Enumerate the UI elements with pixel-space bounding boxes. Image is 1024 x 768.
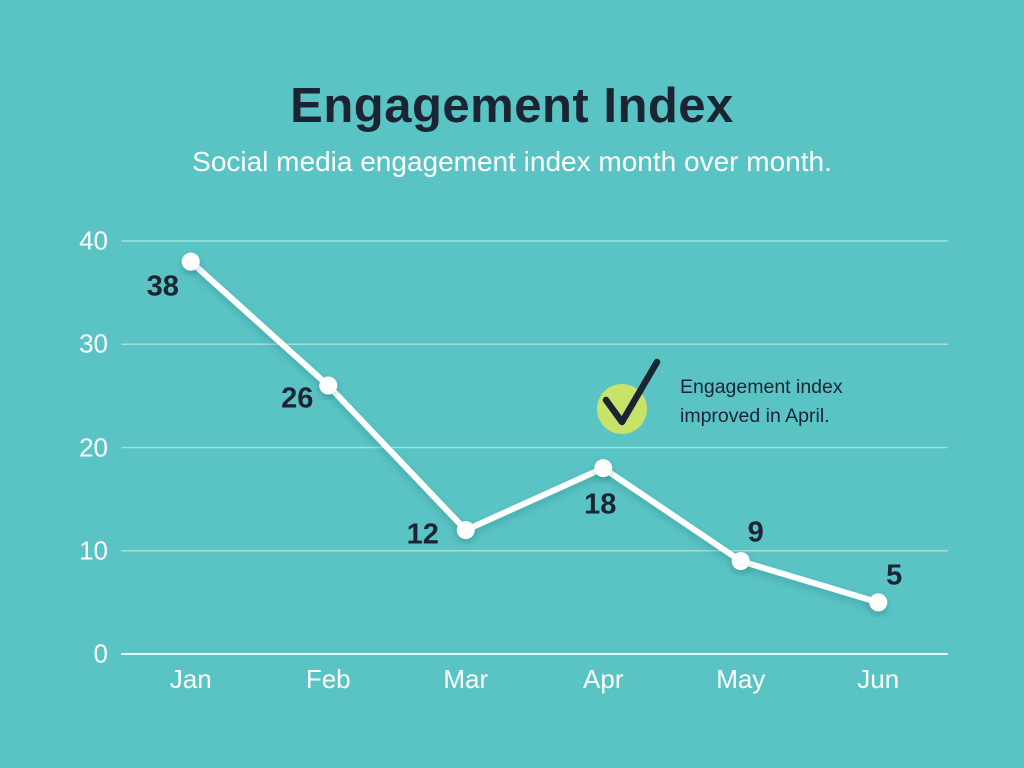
check-icon bbox=[602, 358, 661, 426]
annotation-text: Engagement index improved in April. bbox=[680, 373, 843, 430]
y-axis-tick-label: 10 bbox=[79, 535, 108, 566]
data-point-label: 38 bbox=[146, 270, 179, 303]
y-axis-tick-label: 40 bbox=[79, 225, 108, 256]
data-point-label: 12 bbox=[406, 518, 439, 551]
y-axis-tick-label: 0 bbox=[93, 638, 108, 669]
data-point bbox=[319, 376, 338, 395]
chart-subtitle: Social media engagement index month over… bbox=[192, 146, 832, 177]
y-axis-tick-label: 30 bbox=[79, 328, 108, 359]
data-point-label: 5 bbox=[886, 559, 903, 592]
x-axis-category-label: Mar bbox=[443, 664, 489, 694]
annotation-line-2: improved in April. bbox=[680, 404, 830, 427]
data-point-label: 18 bbox=[584, 488, 617, 521]
y-axis-tick-label: 20 bbox=[79, 432, 108, 462]
chart-title: Engagement Index bbox=[290, 79, 734, 133]
x-axis-category-label: Apr bbox=[583, 664, 624, 694]
x-axis-category-label: May bbox=[716, 664, 766, 694]
data-point bbox=[456, 521, 475, 540]
data-point-label: 9 bbox=[747, 516, 764, 549]
x-axis-category-label: Jan bbox=[169, 664, 212, 694]
data-point bbox=[594, 459, 613, 478]
data-point bbox=[869, 593, 888, 612]
data-point bbox=[731, 552, 750, 571]
annotation-line-1: Engagement index bbox=[680, 376, 843, 398]
data-point-label: 26 bbox=[281, 382, 314, 415]
x-axis-category-label: Feb bbox=[305, 664, 351, 694]
series-line bbox=[187, 258, 882, 606]
x-axis-category-label: Jun bbox=[857, 664, 900, 694]
data-point bbox=[181, 252, 200, 271]
